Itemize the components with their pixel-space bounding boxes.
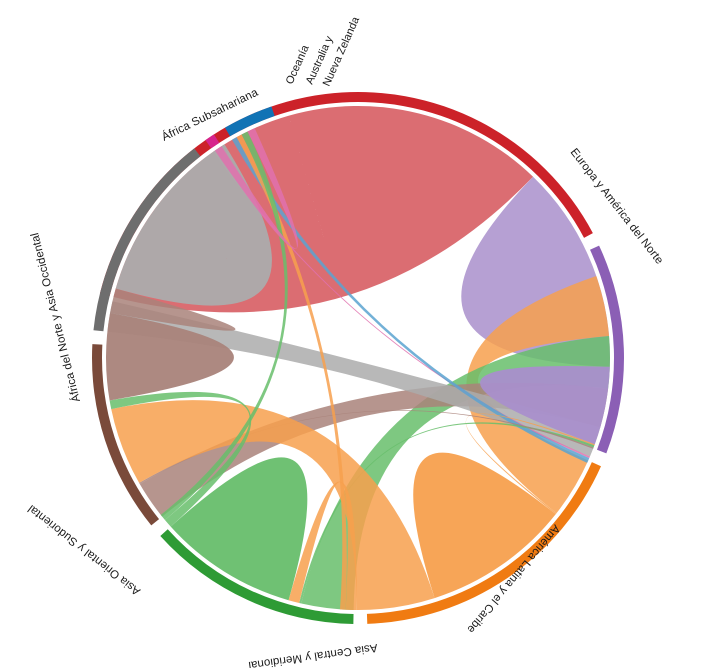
ribbon-asia-central-meridional-to-asia-central-meridional[interactable] — [413, 452, 556, 599]
ribbons-layer — [106, 106, 611, 610]
ribbon-asia-oriental-sudoriental-to-africa-norte-asia-occidental[interactable] — [109, 391, 252, 527]
group-arc-america-latina-caribe[interactable] — [590, 245, 624, 454]
group-arc-oceania[interactable] — [205, 134, 220, 149]
group-label-africa-del-norte-y-asia-occidental: África del Norte y Asia Occidental — [28, 231, 83, 403]
group-label-asia-oriental-y-sudoriental: Asia Oriental y Sudoriental — [26, 502, 143, 597]
group-arc-australia-nueva-zelanda[interactable] — [225, 106, 275, 137]
ribbon-asia-central-meridional-to-australia-nueva-zelanda[interactable] — [236, 134, 347, 610]
group-arc-asia-oriental-sudoriental[interactable] — [160, 529, 354, 624]
ribbon-asia-central-meridional-to-asia-oriental-sudoriental[interactable] — [288, 481, 357, 610]
group-arc-asia-central-meridional[interactable] — [366, 462, 602, 624]
group-arc-africa-norte-asia-occidental[interactable] — [92, 344, 160, 526]
group-label-asia-central-y-meridional: Asia Central y Meridional — [248, 641, 379, 668]
ribbon-asia-oriental-sudoriental-to-asia-oriental-sudoriental[interactable] — [170, 457, 308, 601]
ribbon-africa-subsahariana-to-africa-subsahariana[interactable] — [115, 144, 272, 306]
group-arcs-layer — [92, 91, 624, 624]
ribbon-africa-norte-asia-occidental-to-africa-norte-asia-occidental[interactable] — [106, 312, 234, 401]
ribbon-asia-central-meridional-to-africa-norte-asia-occidental[interactable] — [111, 400, 435, 610]
ribbon-africa-norte-asia-occidental-to-africa-subsahariana[interactable] — [110, 288, 236, 331]
group-arc-africa-subsahariana[interactable] — [93, 148, 201, 332]
ribbon-america-latina-caribe-to-america-latina-caribe[interactable] — [480, 365, 610, 445]
ribbon-europa-norteamerica-to-africa-subsahariana[interactable] — [107, 301, 601, 457]
